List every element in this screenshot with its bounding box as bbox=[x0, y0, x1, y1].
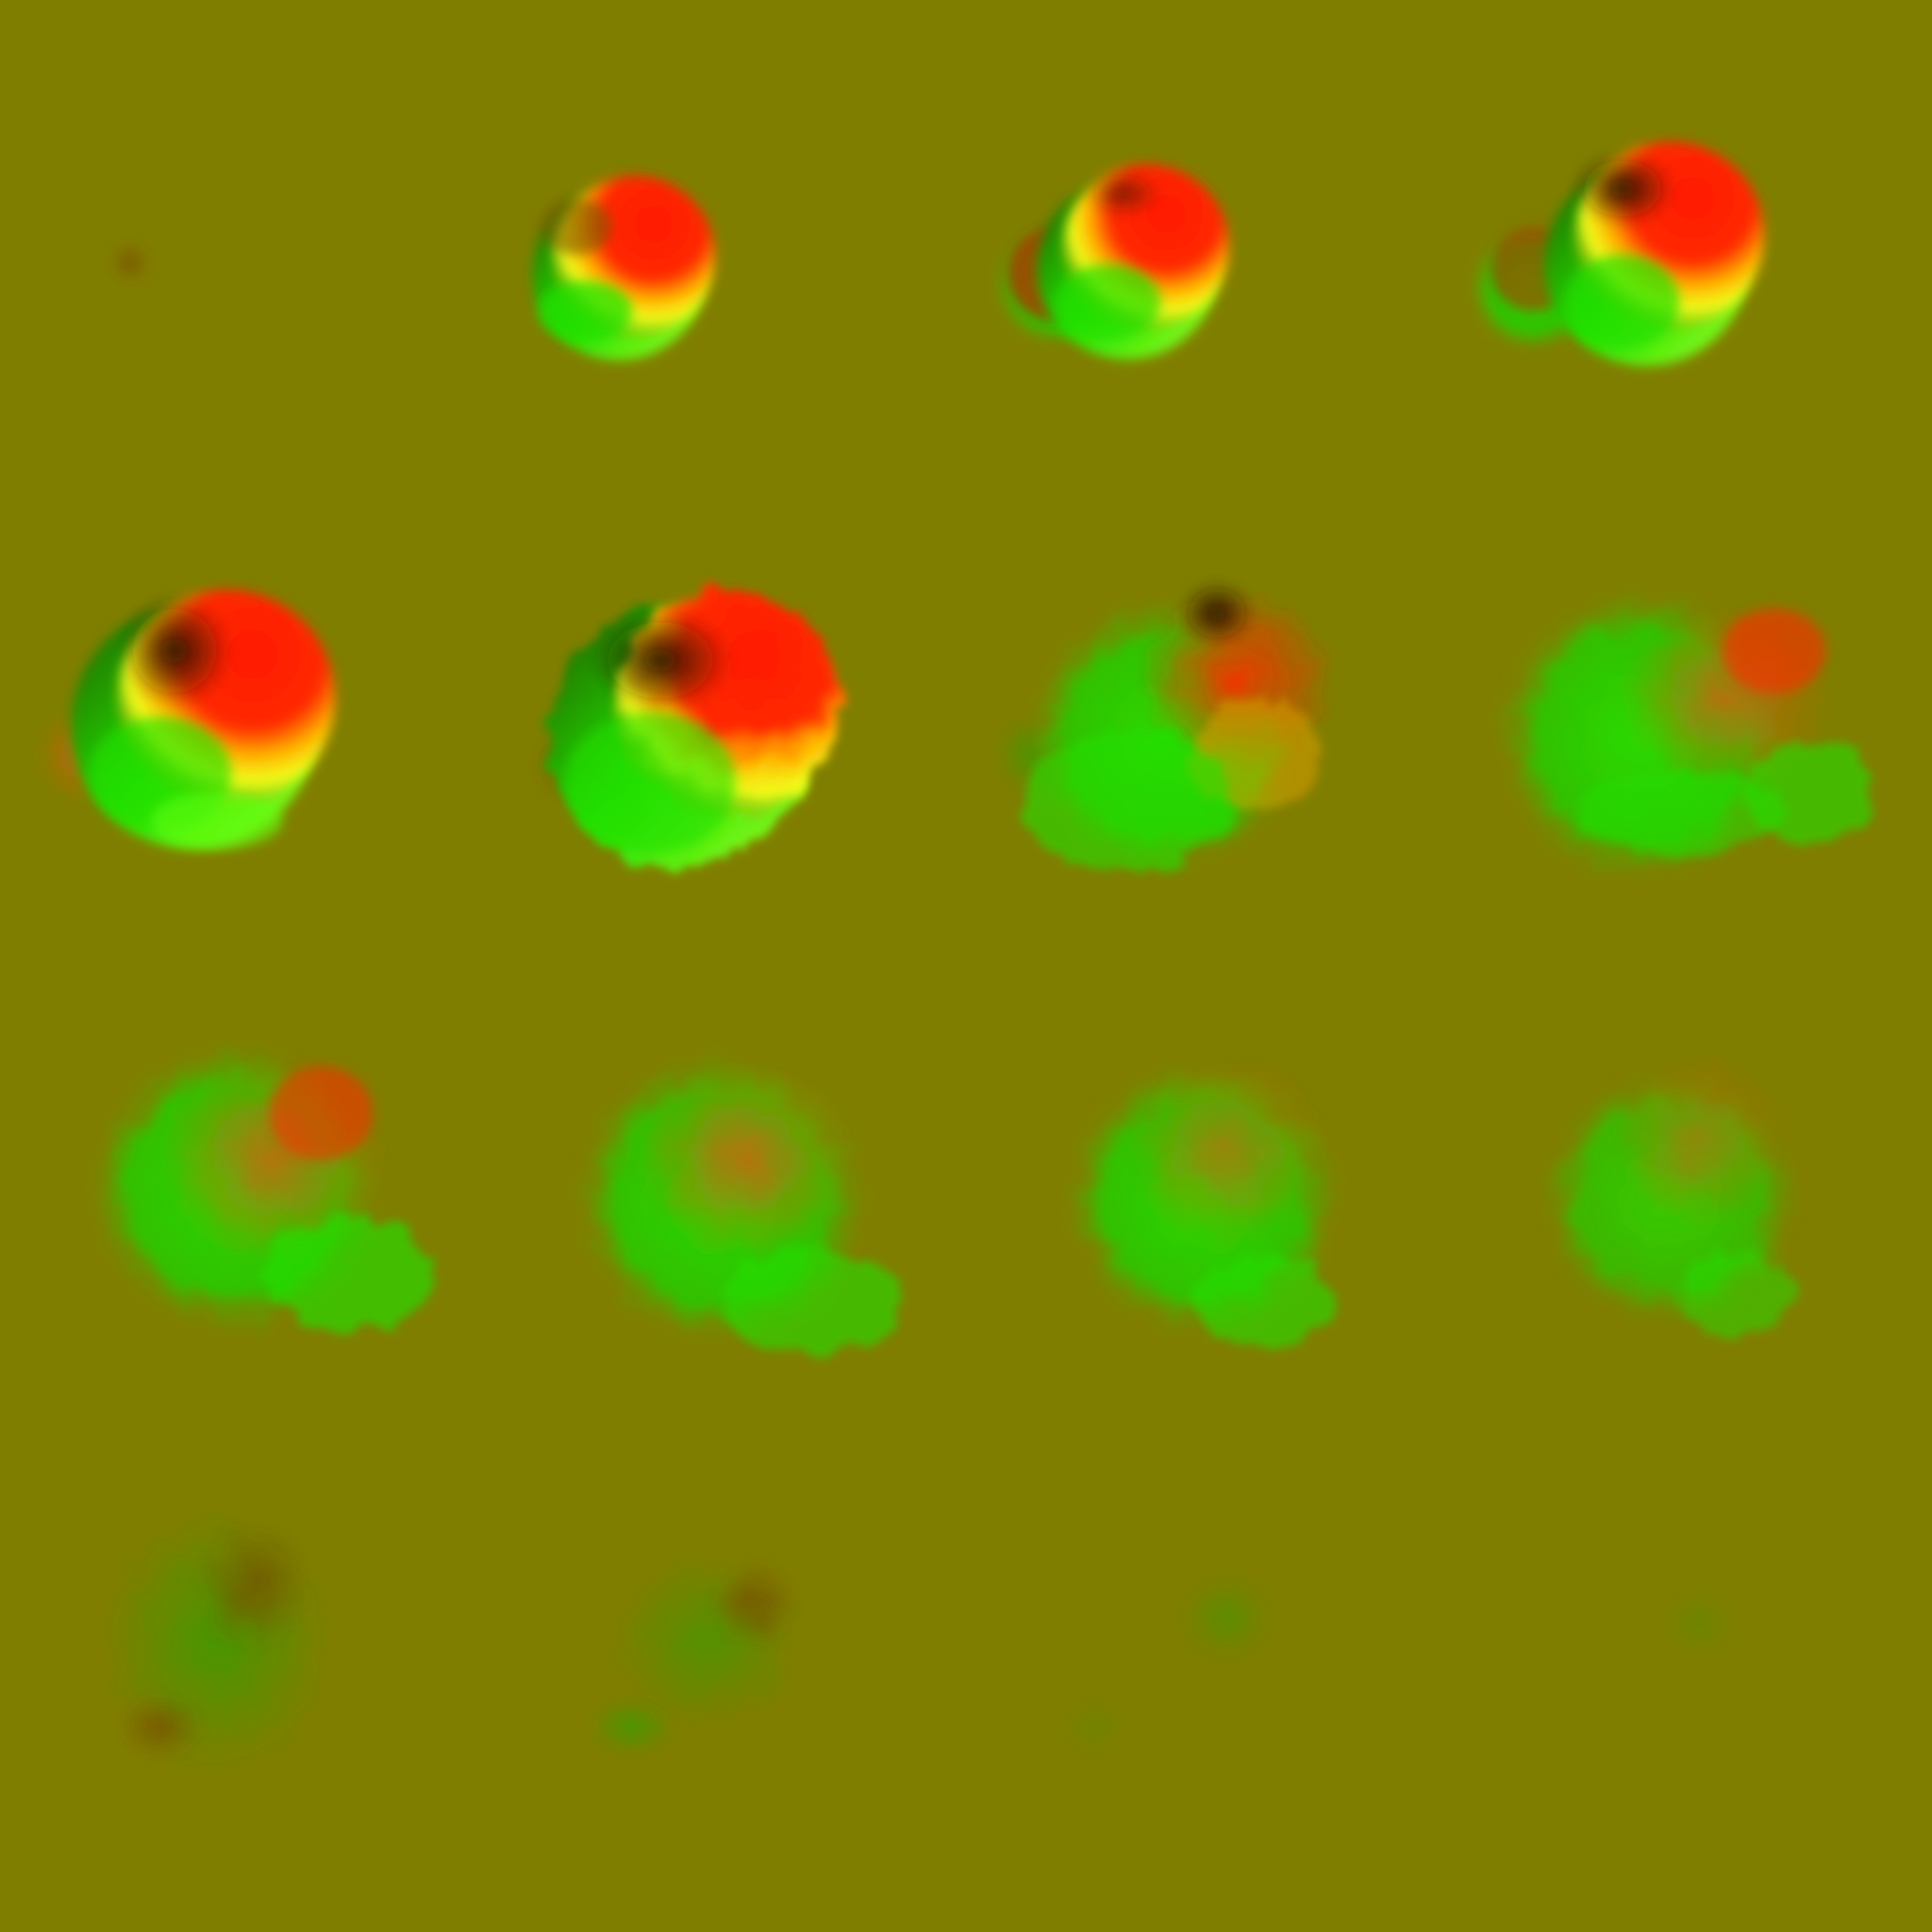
frame-8 bbox=[1491, 585, 1877, 887]
frame-7 bbox=[995, 580, 1335, 877]
frame-9 bbox=[85, 1038, 434, 1340]
frame-16 bbox=[1665, 1594, 1731, 1651]
frame-12 bbox=[1538, 1057, 1802, 1335]
frame-13 bbox=[104, 1509, 330, 1774]
frame-4 bbox=[1467, 142, 1764, 366]
frame-6 bbox=[533, 590, 840, 868]
frame-10 bbox=[571, 1047, 901, 1354]
frame-11 bbox=[1061, 1057, 1344, 1349]
frame-15 bbox=[1066, 1580, 1269, 1750]
frame-2 bbox=[532, 175, 715, 360]
frame-1 bbox=[109, 242, 151, 283]
frame-5 bbox=[38, 590, 335, 849]
frame-14 bbox=[590, 1557, 802, 1755]
frame-3 bbox=[991, 164, 1229, 359]
